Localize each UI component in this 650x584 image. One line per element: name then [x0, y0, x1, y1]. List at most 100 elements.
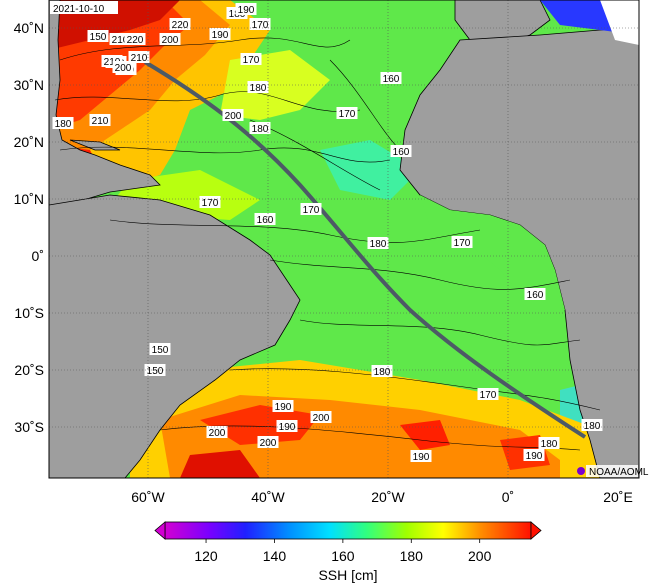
contour-label-box	[451, 236, 473, 248]
contour-label: 150	[90, 32, 107, 43]
contour-label-box	[206, 426, 228, 438]
contour-label-box	[367, 237, 389, 249]
contour-label-box	[209, 28, 231, 40]
colorbar-ticks: 120 140 160 180 200	[194, 539, 492, 564]
colorbar-gradient	[164, 521, 532, 540]
contour-label-box	[149, 343, 171, 355]
contour-label-box	[336, 107, 358, 119]
contour-label: 160	[527, 290, 544, 301]
contour-label-box	[371, 365, 393, 377]
contour-label-box	[390, 145, 412, 157]
lat-ticks: 40˚N 30˚N 20˚N 10˚N 0˚ 10˚S 20˚S 30˚S	[14, 20, 44, 435]
lat-tick-label: 10˚N	[14, 191, 44, 207]
colorbar-tick-label: 120	[194, 548, 218, 564]
contour-label-box	[240, 53, 262, 65]
contour-label: 200	[209, 428, 226, 439]
ship-track	[143, 60, 587, 439]
contour-label-box	[112, 61, 134, 73]
contour-label-box	[249, 18, 271, 30]
colorbar-tick-label: 180	[400, 548, 424, 564]
lon-tick-label: 60˚W	[131, 489, 165, 505]
contour-label-box	[89, 114, 111, 126]
contour-label-box	[254, 213, 276, 225]
contour-label-box	[410, 450, 432, 462]
map-frame	[48, 0, 640, 479]
contour-label: 210	[112, 35, 129, 46]
contour-label: 180	[55, 119, 72, 130]
contour-label: 160	[257, 215, 274, 226]
contour-label: 200	[260, 438, 277, 449]
colorbar-tick-label: 160	[331, 548, 355, 564]
lat-tick-label: 10˚S	[14, 305, 44, 321]
credit-label: NOAA/AOML	[589, 467, 649, 478]
lat-tick-label: 30˚N	[14, 77, 44, 93]
land	[49, 0, 639, 478]
colorbar-label: SSH [cm]	[318, 567, 377, 583]
contour-label: 170	[303, 205, 320, 216]
contour-label: 160	[383, 74, 400, 85]
contour-label: 200	[313, 413, 330, 424]
noaa-logo-icon	[577, 467, 585, 475]
contour-label: 190	[275, 402, 292, 413]
date-label: 2021-10-10	[53, 4, 105, 15]
contour-label: 150	[152, 345, 169, 356]
contour-label: 180	[541, 439, 558, 450]
contour-label-box	[380, 72, 402, 84]
contour-label: 190	[212, 30, 229, 41]
contour-label: 220	[172, 20, 189, 31]
contour-label: 170	[252, 20, 269, 31]
contour-label-box	[124, 33, 146, 45]
contour-label: 180	[252, 124, 269, 135]
contour-label: 190	[279, 422, 296, 433]
lat-tick-label: 40˚N	[14, 20, 44, 36]
contour-label-box	[300, 203, 322, 215]
contour-label-box	[538, 437, 560, 449]
contour-label-box	[247, 81, 269, 93]
contour-label-box	[272, 400, 294, 412]
contour-label-box	[310, 411, 332, 423]
contour-label: 210	[92, 116, 109, 127]
contour-label-box	[523, 449, 545, 461]
graticule	[49, 0, 639, 478]
contour-label-box	[159, 33, 181, 45]
contour-label: 190	[238, 5, 255, 16]
contour-label-box	[128, 51, 150, 63]
colorbar-high-arrow-icon	[530, 521, 542, 540]
lat-tick-label: 30˚S	[14, 419, 44, 435]
contour-label: 190	[526, 451, 543, 462]
contour-label: 170	[454, 238, 471, 249]
contour-label: 200	[162, 35, 179, 46]
lon-tick-label: 40˚W	[251, 489, 285, 505]
contour-label-box	[199, 196, 221, 208]
lat-tick-label: 20˚N	[14, 134, 44, 150]
lat-tick-label: 0˚	[32, 248, 44, 264]
contour-label: 180	[584, 421, 601, 432]
contour-label: 210	[131, 53, 148, 64]
contour-label-box	[276, 420, 298, 432]
contour-label: 170	[202, 198, 219, 209]
lon-tick-label: 20˚W	[371, 489, 405, 505]
contour-label: 200	[115, 63, 132, 74]
contour-label-box	[235, 3, 257, 15]
date-box	[50, 1, 118, 14]
contour-label: 150	[147, 366, 164, 377]
contour-label: 200	[225, 111, 242, 122]
contour-label: 210	[104, 57, 121, 68]
contour-label-box	[581, 419, 603, 431]
contour-label-box	[87, 30, 109, 42]
credit-box	[586, 465, 638, 477]
lat-tick-label: 20˚S	[14, 362, 44, 378]
contour-labels: 2201801901701502102202001902202102002002…	[52, 3, 603, 463]
contour-label-box	[477, 388, 499, 400]
contour-label: 170	[243, 55, 260, 66]
colorbar-tick-label: 200	[468, 548, 492, 564]
colorbar-low-arrow-icon	[154, 521, 166, 540]
contour-label: 180	[374, 367, 391, 378]
lon-tick-label: 0˚	[502, 489, 514, 505]
contour-label: 160	[393, 147, 410, 158]
contour-label: 170	[480, 390, 497, 401]
contour-label: 220	[127, 35, 144, 46]
contour-label-box	[52, 117, 74, 129]
contour-label: 180	[250, 83, 267, 94]
